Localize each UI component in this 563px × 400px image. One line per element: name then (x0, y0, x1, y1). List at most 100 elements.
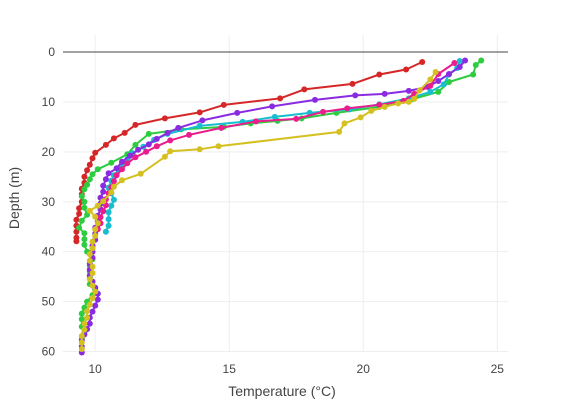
data-point (132, 141, 139, 148)
data-point (405, 87, 412, 94)
data-point (76, 224, 83, 231)
axes: 10 15 20 25 0 10 20 30 40 50 60 (42, 45, 505, 376)
data-point (81, 198, 88, 205)
data-point (94, 202, 101, 209)
data-point (110, 183, 117, 190)
data-point (253, 118, 259, 125)
data-point (105, 209, 112, 216)
data-point (145, 130, 152, 137)
data-point (119, 177, 125, 184)
data-point (105, 216, 112, 223)
data-point (86, 161, 93, 168)
data-point (92, 213, 99, 220)
data-point (113, 172, 120, 179)
data-point (416, 87, 423, 94)
data-point (94, 220, 101, 227)
data-point (110, 196, 117, 203)
data-point (108, 202, 115, 209)
data-point (196, 122, 203, 129)
data-point (472, 62, 479, 68)
data-point (89, 270, 96, 277)
data-point (427, 76, 434, 83)
data-point (344, 105, 351, 112)
data-point (110, 135, 117, 142)
data-point (78, 193, 85, 200)
data-point (102, 141, 109, 148)
data-point (73, 238, 80, 245)
data-point (89, 263, 96, 270)
data-point (446, 71, 452, 77)
data-point (92, 232, 99, 239)
data-point (76, 205, 83, 212)
data-point (153, 143, 160, 150)
data-point (81, 186, 88, 193)
data-point (312, 96, 318, 103)
data-point (100, 208, 107, 215)
data-point (86, 301, 93, 308)
data-point (153, 135, 160, 142)
y-tick-label: 10 (42, 95, 56, 109)
data-point (349, 80, 356, 87)
data-point (269, 103, 276, 110)
data-point (84, 308, 91, 315)
y-tick-label: 60 (42, 345, 56, 359)
data-point (220, 101, 227, 108)
series-line (96, 62, 455, 230)
data-point (89, 238, 96, 245)
data-point (405, 98, 412, 105)
data-point (100, 198, 107, 205)
data-point (234, 109, 241, 116)
data-point (215, 143, 222, 150)
data-point (78, 310, 85, 317)
data-point (462, 57, 469, 64)
data-point (105, 170, 112, 177)
data-point (427, 82, 434, 89)
data-point (108, 159, 115, 166)
data-point (293, 115, 300, 122)
data-point (89, 282, 96, 289)
data-point (167, 137, 174, 144)
data-point (78, 316, 85, 323)
data-point (137, 170, 144, 177)
y-axis-title: Depth (m) (6, 167, 22, 229)
data-point (86, 257, 93, 264)
y-tick-label: 0 (48, 45, 55, 59)
data-point (196, 146, 203, 153)
data-point (301, 86, 308, 93)
data-point (92, 302, 99, 309)
data-point (277, 95, 284, 102)
data-point (78, 217, 85, 224)
data-point (432, 69, 439, 75)
data-point (456, 64, 463, 70)
data-point (478, 57, 485, 64)
data-point (92, 226, 99, 233)
data-point (440, 81, 447, 88)
data-point (161, 153, 168, 160)
data-point (132, 121, 139, 128)
data-point (89, 308, 96, 315)
data-point (199, 117, 206, 124)
data-point (376, 71, 383, 78)
data-point (86, 176, 93, 183)
data-point (81, 320, 88, 327)
data-point (78, 339, 85, 346)
data-point (470, 71, 477, 78)
data-point (86, 207, 93, 214)
data-point (102, 228, 109, 235)
series-group (73, 57, 485, 356)
data-point (218, 124, 225, 131)
data-point (92, 288, 99, 295)
data-point (100, 188, 107, 195)
data-point (403, 66, 410, 73)
data-point (94, 296, 101, 303)
data-point (86, 251, 93, 258)
data-point (94, 166, 101, 173)
data-point (435, 88, 442, 95)
data-point (81, 204, 88, 211)
data-point (78, 333, 85, 339)
data-point (411, 95, 418, 102)
data-point (456, 58, 463, 64)
data-point (451, 60, 458, 66)
data-point (119, 158, 125, 165)
